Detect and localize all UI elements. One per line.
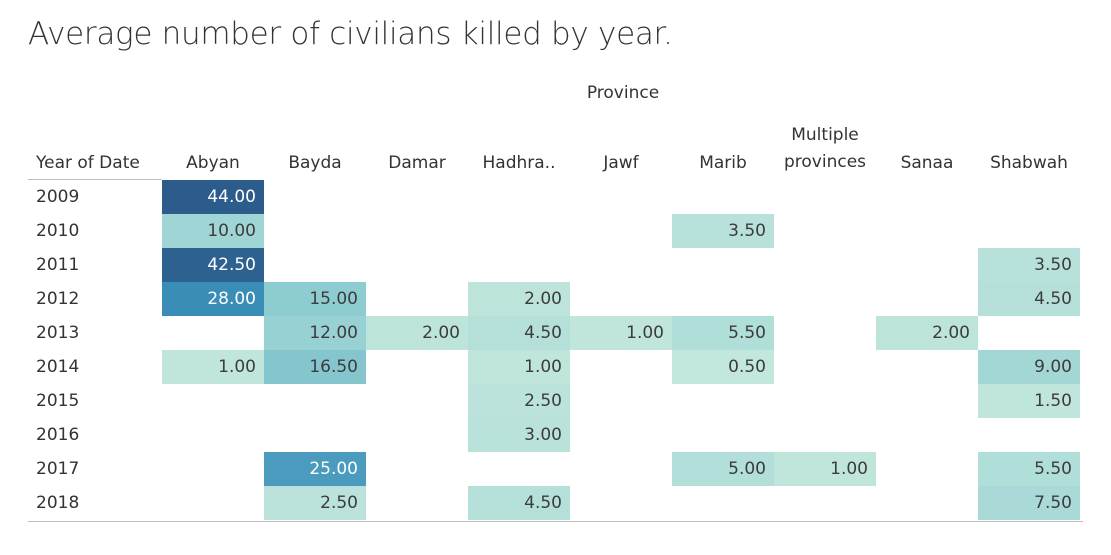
heatmap-cell: 1.00 [162, 350, 264, 384]
heatmap-cell: 28.00 [162, 282, 264, 316]
heatmap-cell: 1.50 [978, 384, 1080, 418]
heatmap-cell: 44.00 [162, 180, 264, 214]
column-header: Marib [699, 153, 747, 173]
heatmap-cell: 3.50 [672, 214, 774, 248]
heatmap-cell: 4.50 [468, 316, 570, 350]
heatmap-cell: 16.50 [264, 350, 366, 384]
heatmap-cell: 2.50 [264, 486, 366, 520]
heatmap-cell: 9.00 [978, 350, 1080, 384]
row-label: 2010 [36, 221, 80, 241]
heatmap-cell: 2.00 [468, 282, 570, 316]
column-header: Abyan [186, 153, 240, 173]
row-label: 2013 [36, 323, 80, 343]
heatmap-cell: 7.50 [978, 486, 1080, 520]
heatmap-cell: 2.00 [366, 316, 468, 350]
column-header: Sanaa [900, 153, 954, 173]
heatmap-cell: 4.50 [468, 486, 570, 520]
heatmap-cell: 10.00 [162, 214, 264, 248]
heatmap-cell: 1.00 [468, 350, 570, 384]
row-label: 2018 [36, 493, 80, 513]
heatmap-cell: 2.00 [876, 316, 978, 350]
chart-title: Average number of civilians killed by ye… [28, 16, 673, 52]
heatmap-cell: 5.50 [978, 452, 1080, 486]
column-header: Damar [388, 153, 446, 173]
heatmap-cell: 1.00 [774, 452, 876, 486]
column-group-label: Province [586, 83, 660, 103]
column-header: Shabwah [990, 153, 1068, 173]
column-header-line: Multiple [791, 125, 859, 145]
column-header: Bayda [288, 153, 342, 173]
heatmap-cell: 0.50 [672, 350, 774, 384]
column-header: Jawf [603, 153, 639, 173]
row-label: 2015 [36, 391, 80, 411]
row-label: 2017 [36, 459, 80, 479]
heatmap-cell: 3.50 [978, 248, 1080, 282]
row-label: 2009 [36, 187, 80, 207]
column-header-line: provinces [783, 152, 867, 172]
heatmap-cell: 5.00 [672, 452, 774, 486]
heatmap-cell: 4.50 [978, 282, 1080, 316]
header-rule [28, 179, 162, 180]
heatmap-cell: 25.00 [264, 452, 366, 486]
heatmap-cell: 2.50 [468, 384, 570, 418]
heatmap-cell: 12.00 [264, 316, 366, 350]
bottom-rule [28, 521, 1083, 522]
row-label: 2012 [36, 289, 80, 309]
heatmap-cell: 1.00 [570, 316, 672, 350]
column-header: Multiple provinces [774, 122, 876, 176]
heatmap-cell: 15.00 [264, 282, 366, 316]
row-header-title: Year of Date [36, 153, 140, 173]
column-header: Hadhra.. [482, 153, 556, 173]
row-label: 2011 [36, 255, 80, 275]
heatmap-cell: 5.50 [672, 316, 774, 350]
heatmap-cell: 42.50 [162, 248, 264, 282]
row-label: 2014 [36, 357, 80, 377]
row-label: 2016 [36, 425, 80, 445]
heatmap-cell: 3.00 [468, 418, 570, 452]
